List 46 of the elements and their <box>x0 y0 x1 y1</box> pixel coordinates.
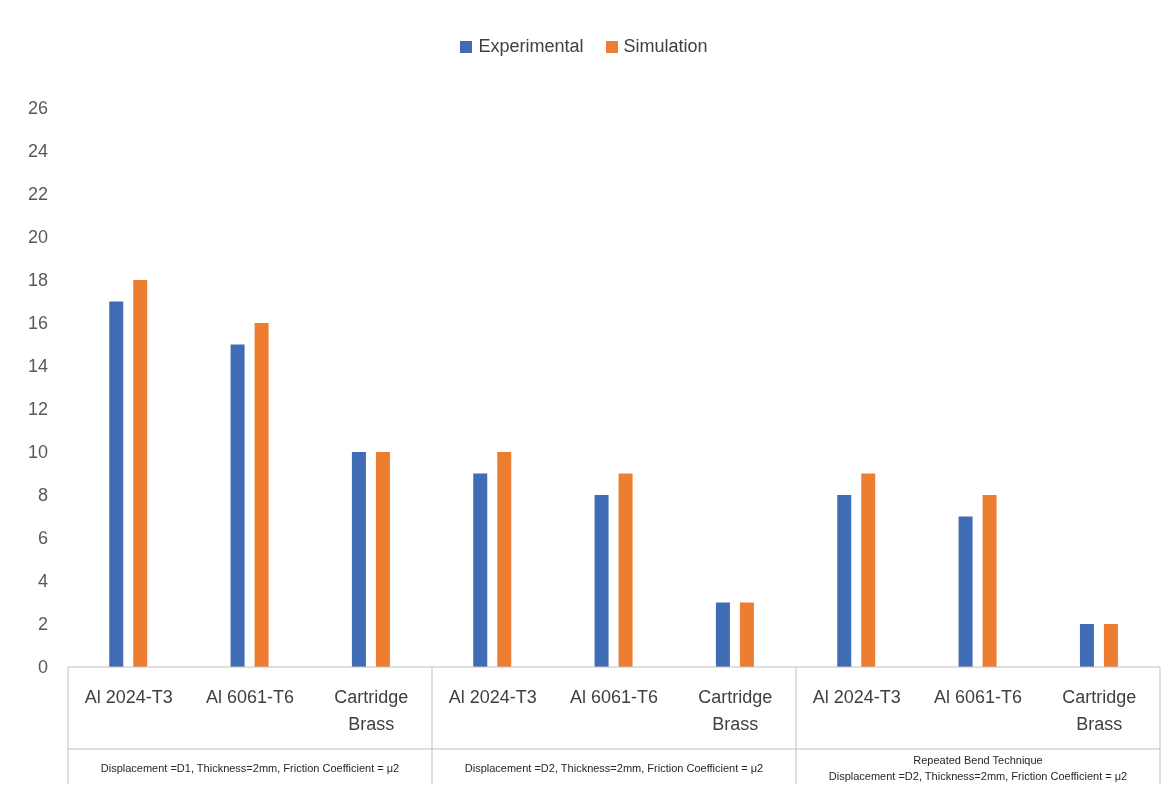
y-tick-label: 26 <box>27 98 48 119</box>
y-tick-label: 14 <box>27 356 48 377</box>
y-tick-label: 22 <box>27 184 48 205</box>
bar <box>351 452 366 667</box>
x-tick-label: Cartridge Brass <box>698 687 773 734</box>
bar <box>861 473 876 667</box>
text: Displacement =D2, Thickness=2mm, Friction Coefficient = μ2 <box>464 761 764 774</box>
bar <box>375 452 390 667</box>
bar <box>230 344 245 667</box>
y-tick-label: 18 <box>27 270 48 291</box>
y-tick-label: 8 <box>37 485 48 506</box>
bar <box>497 452 512 667</box>
y-tick-label: 4 <box>37 571 48 592</box>
bar <box>982 495 997 667</box>
x-tick-label: Al 6061-T6 <box>569 687 659 707</box>
x-tick-label: Cartridge Brass <box>1062 687 1137 734</box>
bar <box>254 323 269 667</box>
bar <box>739 602 754 667</box>
text: Displacement =D1, Thickness=2mm, Friction Coefficient = μ2 <box>100 761 400 774</box>
bar <box>594 495 609 667</box>
bar <box>109 301 124 667</box>
x-tick-label: Al 6061-T6 <box>933 687 1023 707</box>
x-tick-label: Cartridge Brass <box>334 687 409 734</box>
x-tick-label: Al 2024-T3 <box>448 687 537 707</box>
x-tick-label: Al 2024-T3 <box>812 687 901 707</box>
text: Repeated Bend Technique Displacement =D2, Thickness=2mm, Friction Coefficient = μ2 <box>828 753 1128 782</box>
y-tick-label: 10 <box>27 442 48 463</box>
y-tick-label: 12 <box>27 399 48 420</box>
x-tick-label: Al 6061-T6 <box>205 687 295 707</box>
y-tick-label: 0 <box>37 657 48 678</box>
bar <box>837 495 852 667</box>
bar <box>133 280 148 667</box>
y-tick-label: 20 <box>27 227 48 248</box>
bar <box>715 602 730 667</box>
bar <box>1079 624 1094 667</box>
x-tick-label: Al 2024-T3 <box>84 687 173 707</box>
legend-label: Simulation <box>622 36 708 57</box>
y-tick-label: 6 <box>37 528 48 549</box>
bar <box>618 473 633 667</box>
bar <box>958 516 973 667</box>
y-tick-label: 2 <box>37 614 48 635</box>
y-tick-label: 16 <box>27 313 48 334</box>
bar <box>1103 624 1118 667</box>
y-tick-label: 24 <box>27 141 48 162</box>
legend-label: Experimental <box>477 36 584 57</box>
bar <box>473 473 488 667</box>
